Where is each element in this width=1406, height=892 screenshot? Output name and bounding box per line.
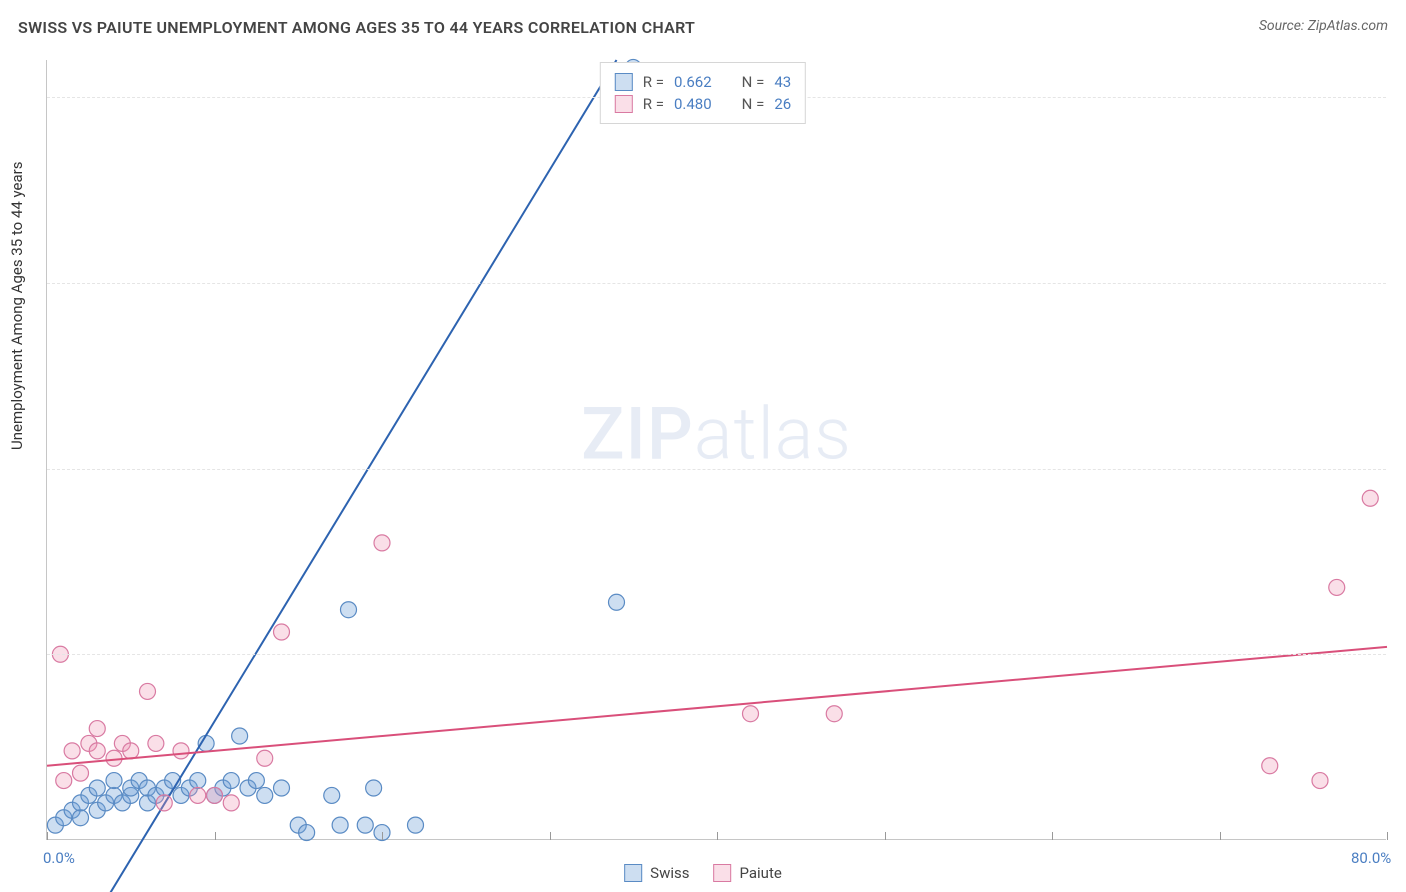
x-tick-label: 0.0% bbox=[43, 849, 75, 867]
x-tick bbox=[717, 832, 718, 840]
legend-n-label: N = bbox=[742, 73, 765, 91]
legend-series-label: Paiute bbox=[739, 864, 781, 882]
x-tick bbox=[1220, 832, 1221, 840]
scatter-point bbox=[148, 735, 164, 751]
scatter-point bbox=[274, 624, 290, 640]
scatter-point bbox=[73, 765, 89, 781]
scatter-point bbox=[332, 817, 348, 833]
y-tick-label: 50.0% bbox=[1392, 459, 1406, 477]
legend-correlation-row: R = 0.662 N = 43 bbox=[615, 71, 791, 93]
scatter-point bbox=[56, 773, 72, 789]
scatter-point bbox=[89, 743, 105, 759]
scatter-point bbox=[341, 602, 357, 618]
y-axis-label: Unemployment Among Ages 35 to 44 years bbox=[8, 162, 26, 450]
x-tick bbox=[885, 832, 886, 840]
x-tick bbox=[382, 832, 383, 840]
legend-n-label: N = bbox=[742, 95, 765, 113]
plot-area: ZIPatlas 25.0%50.0%75.0%100.0%0.0%80.0% bbox=[46, 60, 1386, 840]
chart-container: SWISS VS PAIUTE UNEMPLOYMENT AMONG AGES … bbox=[0, 0, 1406, 892]
scatter-point bbox=[826, 706, 842, 722]
x-tick-label: 80.0% bbox=[1351, 849, 1391, 867]
scatter-point bbox=[207, 787, 223, 803]
scatter-point bbox=[743, 706, 759, 722]
x-tick bbox=[1387, 832, 1388, 840]
legend-r-value: 0.480 bbox=[674, 95, 712, 113]
scatter-point bbox=[173, 743, 189, 759]
scatter-point bbox=[223, 773, 239, 789]
legend-series-item: Swiss bbox=[624, 864, 689, 882]
scatter-point bbox=[1362, 490, 1378, 506]
scatter-point bbox=[64, 743, 80, 759]
legend-correlation-row: R = 0.480 N = 26 bbox=[615, 93, 791, 115]
y-tick-label: 100.0% bbox=[1392, 87, 1406, 105]
scatter-point bbox=[232, 728, 248, 744]
y-tick-label: 25.0% bbox=[1392, 644, 1406, 662]
legend-n-value: 26 bbox=[774, 95, 791, 113]
scatter-point bbox=[1262, 758, 1278, 774]
plot-svg bbox=[47, 60, 1386, 839]
source-label: Source: ZipAtlas.com bbox=[1259, 18, 1388, 34]
gridline bbox=[47, 469, 1386, 470]
legend-n-value: 43 bbox=[774, 73, 791, 91]
gridline bbox=[47, 654, 1386, 655]
scatter-point bbox=[609, 594, 625, 610]
legend-correlation: R = 0.662 N = 43 R = 0.480 N = 26 bbox=[600, 62, 806, 124]
scatter-point bbox=[190, 787, 206, 803]
legend-series-item: Paiute bbox=[713, 864, 781, 882]
scatter-point bbox=[299, 825, 315, 841]
scatter-point bbox=[324, 787, 340, 803]
scatter-point bbox=[357, 817, 373, 833]
regression-line bbox=[97, 60, 616, 892]
chart-title: SWISS VS PAIUTE UNEMPLOYMENT AMONG AGES … bbox=[18, 18, 695, 37]
legend-series-label: Swiss bbox=[650, 864, 689, 882]
scatter-point bbox=[374, 535, 390, 551]
x-tick bbox=[47, 832, 48, 840]
gridline bbox=[47, 283, 1386, 284]
x-tick bbox=[215, 832, 216, 840]
scatter-point bbox=[156, 795, 172, 811]
legend-r-value: 0.662 bbox=[674, 73, 712, 91]
legend-swatch bbox=[713, 864, 731, 882]
x-tick bbox=[550, 832, 551, 840]
legend-series: Swiss Paiute bbox=[624, 864, 782, 882]
scatter-point bbox=[89, 721, 105, 737]
legend-swatch bbox=[615, 73, 633, 91]
scatter-point bbox=[274, 780, 290, 796]
scatter-point bbox=[190, 773, 206, 789]
legend-swatch bbox=[624, 864, 642, 882]
scatter-point bbox=[257, 787, 273, 803]
scatter-point bbox=[1312, 773, 1328, 789]
legend-swatch bbox=[615, 95, 633, 113]
scatter-point bbox=[106, 773, 122, 789]
scatter-point bbox=[257, 750, 273, 766]
legend-r-label: R = bbox=[643, 73, 664, 91]
scatter-point bbox=[123, 743, 139, 759]
scatter-point bbox=[223, 795, 239, 811]
scatter-point bbox=[408, 817, 424, 833]
scatter-point bbox=[366, 780, 382, 796]
scatter-point bbox=[89, 780, 105, 796]
scatter-point bbox=[1329, 579, 1345, 595]
legend-r-label: R = bbox=[643, 95, 664, 113]
scatter-point bbox=[248, 773, 264, 789]
scatter-point bbox=[73, 810, 89, 826]
y-tick-label: 75.0% bbox=[1392, 273, 1406, 291]
x-tick bbox=[1052, 832, 1053, 840]
scatter-point bbox=[140, 683, 156, 699]
